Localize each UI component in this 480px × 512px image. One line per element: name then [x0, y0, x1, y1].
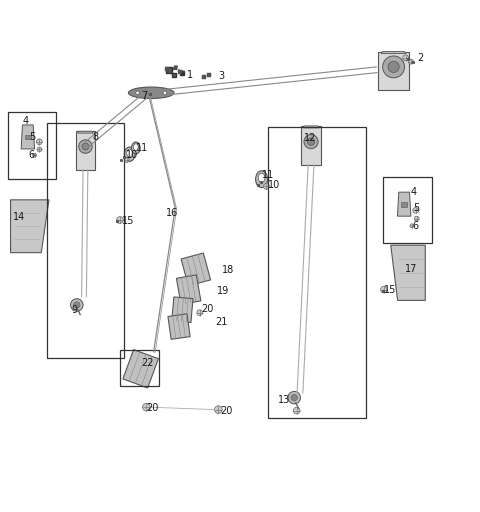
Polygon shape [21, 125, 35, 149]
Text: 8: 8 [92, 132, 98, 142]
Text: 15: 15 [384, 285, 396, 294]
Bar [47, 122, 124, 358]
Circle shape [117, 217, 123, 223]
Circle shape [293, 407, 300, 414]
Circle shape [197, 310, 203, 315]
Text: 6: 6 [29, 150, 35, 160]
Text: 13: 13 [278, 395, 291, 405]
Polygon shape [301, 126, 321, 165]
Circle shape [37, 147, 42, 152]
Circle shape [288, 391, 300, 404]
Text: 9: 9 [71, 305, 77, 315]
Circle shape [36, 139, 42, 144]
Text: 2: 2 [418, 53, 424, 63]
Circle shape [307, 138, 315, 145]
Circle shape [291, 394, 298, 401]
Text: 10: 10 [126, 150, 138, 160]
Text: 11: 11 [262, 170, 274, 180]
Polygon shape [168, 314, 190, 339]
Circle shape [383, 56, 405, 78]
Polygon shape [181, 253, 211, 286]
Text: 11: 11 [136, 143, 148, 153]
Text: 17: 17 [405, 264, 417, 274]
Circle shape [82, 143, 89, 150]
Bar [8, 112, 56, 179]
Polygon shape [391, 245, 425, 301]
Ellipse shape [132, 142, 140, 154]
Text: 20: 20 [202, 304, 214, 314]
Circle shape [73, 302, 80, 308]
Text: 4: 4 [410, 187, 417, 197]
Polygon shape [401, 202, 407, 206]
Circle shape [33, 153, 36, 157]
Polygon shape [303, 126, 319, 128]
Text: 3: 3 [218, 71, 225, 81]
Text: 10: 10 [268, 180, 280, 190]
Text: 5: 5 [29, 132, 35, 142]
Text: 22: 22 [142, 357, 154, 368]
Circle shape [410, 224, 414, 228]
Polygon shape [172, 297, 193, 323]
Ellipse shape [256, 171, 268, 187]
Bar [268, 127, 366, 418]
Circle shape [304, 135, 318, 148]
Text: 16: 16 [166, 208, 178, 218]
Polygon shape [78, 131, 93, 133]
Circle shape [413, 207, 419, 214]
Text: 1: 1 [187, 70, 193, 79]
Bar [383, 177, 432, 243]
Circle shape [143, 403, 150, 411]
Text: 15: 15 [122, 217, 135, 226]
Polygon shape [25, 135, 31, 139]
Text: 21: 21 [215, 317, 228, 327]
Circle shape [388, 61, 399, 73]
Text: 12: 12 [304, 134, 316, 143]
Polygon shape [123, 350, 158, 388]
Ellipse shape [127, 149, 132, 157]
Text: 14: 14 [13, 211, 26, 222]
Ellipse shape [258, 173, 265, 182]
Circle shape [79, 140, 92, 153]
Circle shape [163, 91, 167, 95]
Text: 5: 5 [413, 203, 419, 213]
Polygon shape [381, 52, 406, 53]
Polygon shape [173, 66, 178, 70]
Bar [120, 350, 159, 386]
Circle shape [136, 91, 139, 95]
Text: 7: 7 [142, 91, 148, 101]
Circle shape [264, 183, 269, 189]
Text: 4: 4 [23, 116, 29, 125]
Polygon shape [397, 192, 411, 216]
Text: 20: 20 [220, 406, 232, 416]
Polygon shape [76, 131, 95, 169]
Polygon shape [11, 200, 49, 252]
Circle shape [414, 216, 419, 221]
Ellipse shape [124, 147, 135, 161]
Polygon shape [378, 52, 409, 90]
Text: 19: 19 [217, 286, 230, 295]
Circle shape [381, 286, 387, 293]
Circle shape [403, 55, 408, 60]
Ellipse shape [128, 87, 174, 98]
Circle shape [124, 158, 129, 162]
Text: 6: 6 [413, 221, 419, 231]
Polygon shape [177, 275, 201, 304]
Text: 18: 18 [222, 265, 235, 275]
Text: 20: 20 [146, 403, 159, 413]
Ellipse shape [133, 144, 138, 151]
Circle shape [408, 59, 413, 64]
Circle shape [71, 298, 83, 311]
Circle shape [215, 406, 222, 414]
